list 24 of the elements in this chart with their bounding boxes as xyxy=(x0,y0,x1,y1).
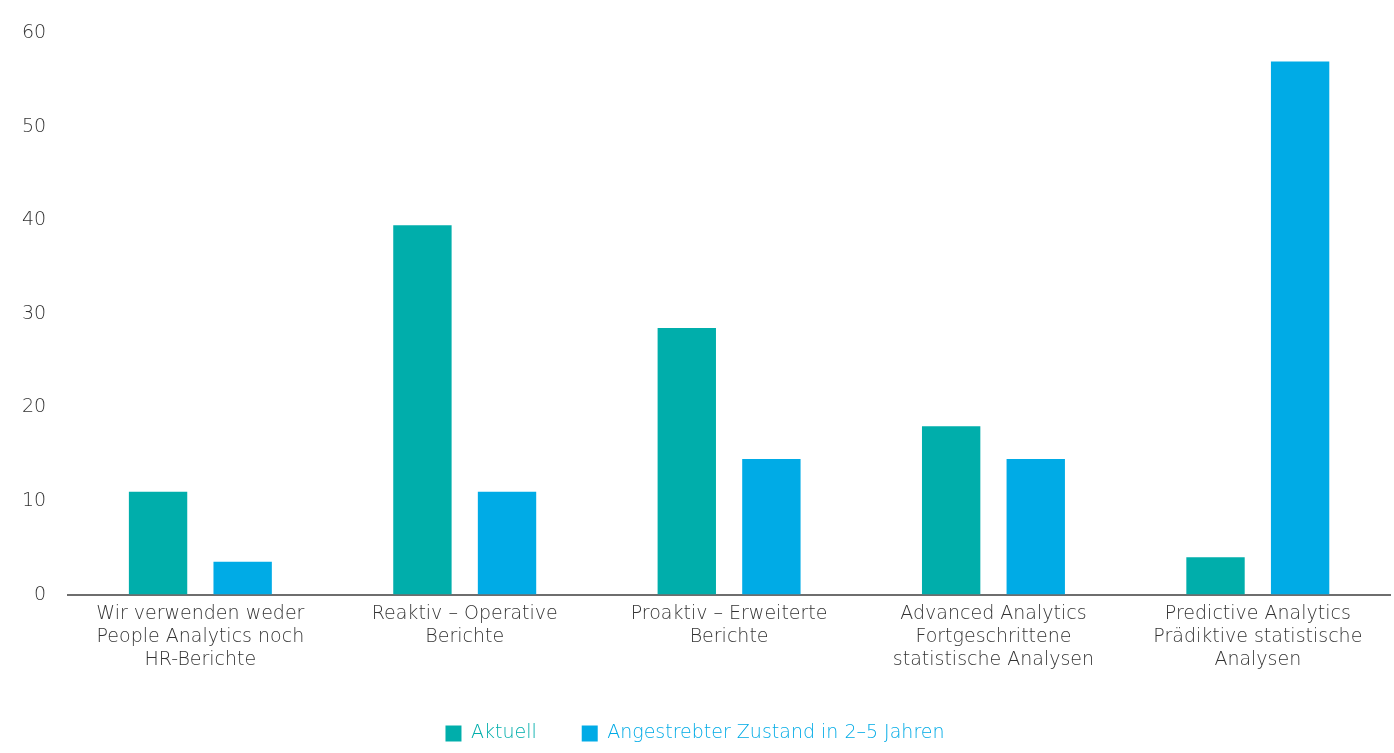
bar xyxy=(1006,458,1065,595)
y-tick-label: 50 xyxy=(21,113,47,136)
bar xyxy=(742,458,801,595)
bar xyxy=(393,225,452,595)
bar xyxy=(213,561,272,595)
x-tick-label: Reaktiv – Operative Berichte xyxy=(371,600,558,646)
bar xyxy=(1270,61,1330,595)
legend-label: Aktuell xyxy=(470,720,537,743)
x-tick-label: Proaktiv – Erweiterte Berichte xyxy=(630,600,828,646)
y-tick-label: 30 xyxy=(21,300,47,323)
bar xyxy=(128,491,188,595)
y-tick-label: 20 xyxy=(21,394,47,417)
y-tick-label: 0 xyxy=(34,581,47,604)
bar xyxy=(477,491,537,595)
bar xyxy=(657,328,716,595)
y-tick-label: 60 xyxy=(21,20,47,43)
legend-label: Angestrebter Zustand in 2–5 Jahren xyxy=(607,720,945,743)
y-tick-label: 10 xyxy=(21,488,47,510)
bar xyxy=(1186,557,1245,595)
bar xyxy=(921,426,981,595)
x-tick-label: Wir verwenden weder People Analytics noch HR-Berichte xyxy=(96,600,305,669)
y-tick-label: 40 xyxy=(21,207,47,230)
x-tick-label: Advanced Analytics Fortgeschrittene statistische Analysen xyxy=(892,600,1095,669)
x-tick-label: Predictive Analytics Prädiktive statistische Analysen xyxy=(1153,600,1363,669)
